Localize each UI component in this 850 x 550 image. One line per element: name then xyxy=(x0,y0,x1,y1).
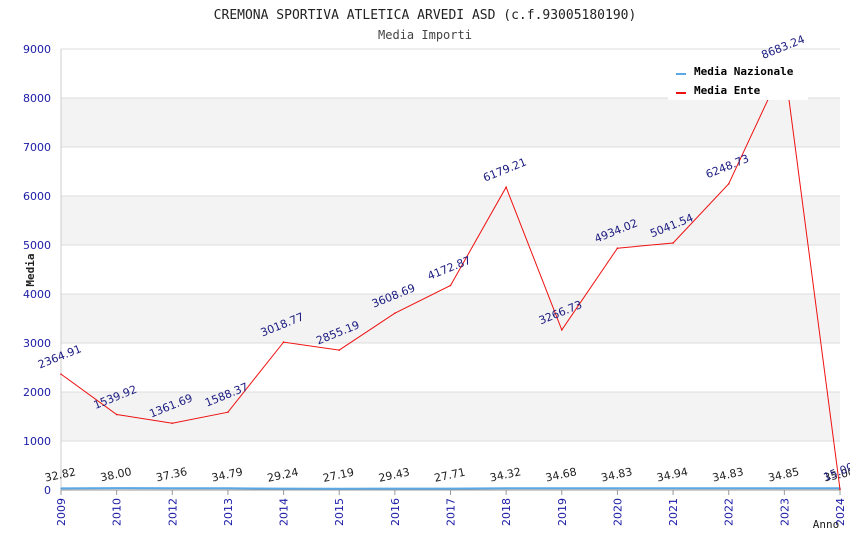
data-label: 27.19 xyxy=(322,466,356,485)
series-layer xyxy=(60,62,841,491)
data-point xyxy=(60,373,62,375)
data-point xyxy=(171,487,174,489)
y-tick-label: 7000 xyxy=(23,141,51,154)
data-label: 4172.87 xyxy=(426,254,473,283)
data-point xyxy=(338,487,341,490)
legend-label: Media Ente xyxy=(694,84,761,97)
data-point xyxy=(672,242,674,244)
x-tick-label: 2023 xyxy=(778,498,791,526)
data-point xyxy=(394,487,396,490)
data-label: 34.79 xyxy=(210,465,244,484)
data-label: 27.71 xyxy=(433,466,467,485)
data-point xyxy=(449,284,452,287)
x-tick-label: 2010 xyxy=(111,498,124,526)
x-tick-label: 2022 xyxy=(723,498,736,526)
data-point xyxy=(60,487,62,490)
data-point xyxy=(449,487,452,490)
data-label: 34.32 xyxy=(489,465,523,484)
data-label: 29.24 xyxy=(266,466,300,485)
grid-band xyxy=(61,294,840,343)
legend: Media Nazionale Media Ente xyxy=(668,60,808,100)
legend-label: Media Nazionale xyxy=(694,65,794,78)
data-label: 37.36 xyxy=(155,465,189,484)
data-label: 34.68 xyxy=(544,465,578,484)
data-point xyxy=(839,488,841,491)
grid-band xyxy=(61,392,840,441)
y-tick-label: 1000 xyxy=(23,435,51,448)
x-tick-label: 2012 xyxy=(166,498,179,526)
data-label: 32.82 xyxy=(44,465,78,484)
x-tick-label: 2020 xyxy=(611,498,624,526)
data-label: 34.94 xyxy=(656,465,690,484)
grid-band xyxy=(61,98,840,147)
data-point xyxy=(282,341,285,343)
y-tick-label: 8000 xyxy=(23,92,51,105)
x-tick-label: 2021 xyxy=(667,498,680,526)
data-point xyxy=(560,329,563,331)
x-tick-label: 2017 xyxy=(445,498,458,526)
data-point xyxy=(227,487,229,490)
data-label: 29.43 xyxy=(377,466,411,485)
data-point xyxy=(171,422,174,425)
data-label: 6248.73 xyxy=(704,152,751,181)
y-tick-label: 5000 xyxy=(23,239,51,252)
y-tick-label: 0 xyxy=(44,484,51,497)
data-point xyxy=(616,247,619,250)
data-point xyxy=(783,487,786,490)
data-point xyxy=(115,487,118,489)
data-label: 38.00 xyxy=(99,465,133,484)
data-point xyxy=(727,487,730,490)
chart-title: CREMONA SPORTIVA ATLETICA ARVEDI ASD (c.… xyxy=(214,8,637,23)
data-label: 34.83 xyxy=(600,465,634,484)
data-point xyxy=(505,186,507,189)
x-tick-label: 2015 xyxy=(333,498,346,526)
x-tick-label: 2016 xyxy=(389,498,402,526)
y-tick-label: 3000 xyxy=(23,337,51,350)
grid-band xyxy=(61,196,840,245)
x-axis-label: Anno xyxy=(813,518,840,531)
data-label: 34.83 xyxy=(711,465,745,484)
data-point xyxy=(394,312,396,314)
data-label: 6179.21 xyxy=(481,155,528,184)
chart-subtitle: Media Importi xyxy=(378,28,472,42)
data-point xyxy=(727,183,730,185)
x-tick-label: 2014 xyxy=(278,498,291,526)
data-point xyxy=(616,487,619,490)
y-tick-label: 9000 xyxy=(23,43,51,56)
data-point xyxy=(115,413,118,416)
data-label: 35.00 xyxy=(823,465,850,484)
legend-box xyxy=(668,60,808,100)
y-tick-label: 4000 xyxy=(23,288,51,301)
data-point xyxy=(282,487,285,490)
data-point xyxy=(338,349,341,351)
y-tick-label: 2000 xyxy=(23,386,51,399)
data-point xyxy=(505,487,507,490)
y-axis-label: Media xyxy=(24,253,37,286)
data-point xyxy=(227,411,229,413)
x-tick-label: 2024 xyxy=(834,498,847,526)
y-tick-label: 6000 xyxy=(23,190,51,203)
x-tick-label: 2009 xyxy=(55,498,68,526)
x-tick-label: 2019 xyxy=(556,498,569,526)
x-tick-label: 2013 xyxy=(222,498,235,526)
x-axis: 2009 2010 2012 2013 2014 2015 2016 2017 2018 2019… xyxy=(55,489,847,526)
x-tick-label: 2018 xyxy=(500,498,513,526)
data-label: 34.85 xyxy=(767,465,801,484)
data-point xyxy=(672,487,674,490)
data-label: 8683.24 xyxy=(760,33,807,62)
data-point xyxy=(560,487,563,490)
y-axis: 0 1000 2000 3000 4000 5000 6000 7000 8000 9000 xyxy=(23,43,62,497)
